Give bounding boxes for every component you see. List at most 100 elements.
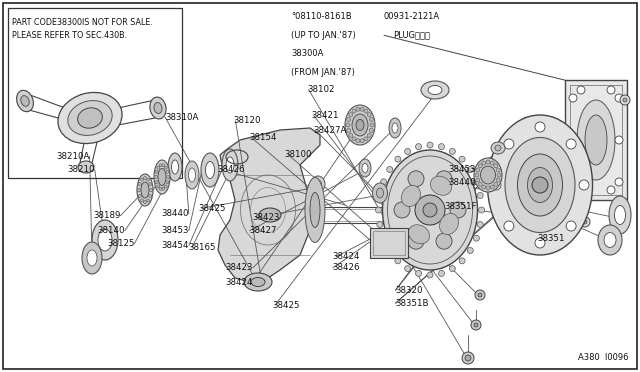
Ellipse shape: [82, 242, 102, 274]
Text: 00931-2121A: 00931-2121A: [384, 12, 440, 21]
Ellipse shape: [314, 180, 321, 188]
Circle shape: [370, 123, 374, 127]
Circle shape: [495, 145, 501, 151]
Ellipse shape: [585, 115, 607, 165]
Circle shape: [360, 107, 364, 111]
Ellipse shape: [92, 220, 118, 260]
Ellipse shape: [431, 176, 452, 195]
Text: 38140: 38140: [97, 226, 125, 235]
Ellipse shape: [98, 229, 112, 251]
Ellipse shape: [154, 103, 162, 113]
Text: 38426: 38426: [218, 165, 245, 174]
Circle shape: [580, 217, 590, 227]
Ellipse shape: [362, 164, 368, 173]
Circle shape: [387, 167, 393, 173]
Ellipse shape: [481, 166, 495, 184]
Circle shape: [138, 183, 141, 186]
Text: PLEASE REFER TO SEC.430B.: PLEASE REFER TO SEC.430B.: [12, 31, 127, 40]
Ellipse shape: [305, 177, 325, 243]
Ellipse shape: [488, 115, 593, 255]
Circle shape: [346, 123, 350, 127]
Circle shape: [450, 202, 466, 218]
Circle shape: [478, 293, 482, 297]
Ellipse shape: [598, 225, 622, 255]
Circle shape: [438, 270, 444, 276]
Circle shape: [491, 180, 501, 190]
Ellipse shape: [372, 183, 387, 203]
Circle shape: [367, 133, 371, 137]
Circle shape: [438, 144, 444, 150]
Text: (FROM JAN.'87): (FROM JAN.'87): [291, 68, 355, 77]
Circle shape: [478, 182, 482, 186]
Circle shape: [148, 195, 152, 198]
Circle shape: [138, 189, 141, 192]
Ellipse shape: [491, 142, 505, 154]
Circle shape: [579, 180, 589, 190]
Ellipse shape: [527, 167, 552, 202]
Ellipse shape: [421, 81, 449, 99]
Ellipse shape: [78, 161, 94, 173]
Ellipse shape: [189, 168, 195, 182]
Circle shape: [504, 221, 514, 231]
Text: 38100: 38100: [285, 150, 312, 159]
Ellipse shape: [201, 153, 219, 187]
Text: 38423: 38423: [253, 213, 280, 222]
Ellipse shape: [222, 149, 238, 181]
Circle shape: [462, 352, 474, 364]
Circle shape: [154, 176, 157, 179]
Ellipse shape: [505, 138, 575, 232]
Circle shape: [408, 233, 424, 249]
Ellipse shape: [251, 278, 265, 286]
Circle shape: [155, 170, 158, 173]
Ellipse shape: [383, 150, 477, 270]
Circle shape: [369, 128, 373, 132]
Text: 38425: 38425: [198, 204, 226, 213]
Text: 38424: 38424: [333, 252, 360, 261]
Circle shape: [166, 181, 169, 184]
Text: 38423: 38423: [225, 263, 253, 272]
Circle shape: [347, 128, 351, 132]
Circle shape: [377, 193, 383, 199]
Circle shape: [143, 176, 147, 180]
Text: 38427: 38427: [250, 226, 277, 235]
Circle shape: [364, 109, 368, 113]
Ellipse shape: [137, 174, 153, 206]
Bar: [565, 80, 627, 200]
Text: PLUGプラグ: PLUGプラグ: [394, 31, 431, 40]
Circle shape: [486, 186, 490, 190]
Ellipse shape: [244, 273, 272, 291]
Circle shape: [347, 118, 351, 122]
Text: °08110-8161B: °08110-8161B: [291, 12, 352, 21]
Circle shape: [467, 247, 473, 254]
Circle shape: [535, 122, 545, 132]
Circle shape: [474, 323, 478, 327]
Circle shape: [415, 144, 422, 150]
Circle shape: [615, 178, 623, 186]
Ellipse shape: [58, 92, 122, 144]
Circle shape: [449, 266, 455, 272]
Text: 38427A: 38427A: [314, 126, 347, 135]
Ellipse shape: [185, 161, 199, 189]
Circle shape: [162, 187, 165, 190]
Ellipse shape: [87, 250, 97, 266]
Circle shape: [387, 247, 393, 254]
Circle shape: [364, 137, 368, 141]
Circle shape: [607, 186, 615, 194]
Circle shape: [490, 185, 494, 189]
Circle shape: [367, 113, 371, 117]
Text: 38424: 38424: [225, 278, 253, 287]
Ellipse shape: [392, 123, 398, 133]
Circle shape: [497, 173, 501, 177]
Bar: [373, 231, 405, 255]
Circle shape: [566, 221, 576, 231]
Ellipse shape: [609, 196, 631, 234]
Ellipse shape: [77, 108, 102, 128]
Circle shape: [157, 185, 160, 188]
Text: 38426: 38426: [333, 263, 360, 272]
Ellipse shape: [604, 232, 616, 247]
Circle shape: [475, 290, 485, 300]
Ellipse shape: [150, 97, 166, 119]
Text: 38189: 38189: [93, 211, 120, 220]
Circle shape: [476, 168, 480, 172]
Circle shape: [476, 178, 480, 182]
